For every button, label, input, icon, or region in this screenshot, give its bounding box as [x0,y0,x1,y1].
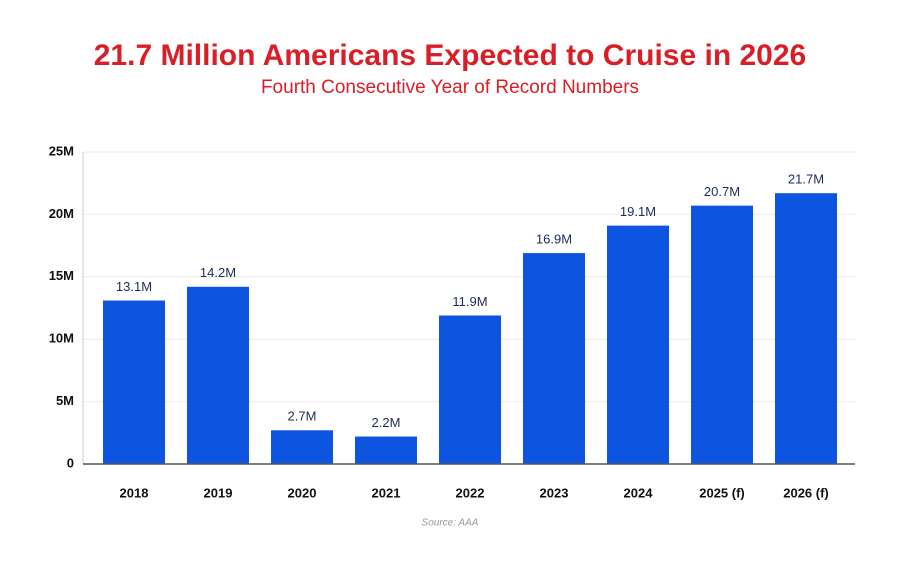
bar [439,315,501,464]
value-label: 20.7M [704,184,740,199]
chart-title: 21.7 Million Americans Expected to Cruis… [94,39,807,72]
y-tick-label: 15M [49,268,74,283]
y-tick-label: 25M [49,143,74,158]
bar [775,193,837,464]
x-tick-label: 2022 [456,485,485,500]
value-label: 21.7M [788,172,824,187]
x-tick-label: 2025 (f) [699,485,745,500]
chart-subtitle: Fourth Consecutive Year of Record Number… [261,77,639,98]
bar [187,286,249,464]
x-tick-label: 2023 [540,485,569,500]
bar [523,253,585,464]
x-tick-label: 2020 [288,485,317,500]
x-tick-label: 2019 [204,485,233,500]
x-tick-label: 2026 (f) [783,485,829,500]
bar [607,225,669,464]
value-label: 14.2M [200,265,236,280]
bar [355,436,417,464]
y-tick-label: 20M [49,206,74,221]
bar [103,300,165,464]
y-tick-label: 5M [56,393,74,408]
y-tick-label: 10M [49,331,74,346]
x-tick-label: 2021 [372,485,401,500]
bar [691,205,753,464]
value-label: 19.1M [620,204,656,219]
value-label: 2.2M [372,415,401,430]
value-label: 13.1M [116,279,152,294]
value-label: 16.9M [536,232,572,247]
value-label: 11.9M [452,294,487,309]
bar [271,430,333,464]
x-tick-label: 2018 [120,485,149,500]
value-label: 2.7M [288,409,317,424]
x-tick-label: 2024 [624,485,654,500]
source-note: Source: AAA [422,518,479,529]
y-tick-label: 0 [67,455,74,470]
